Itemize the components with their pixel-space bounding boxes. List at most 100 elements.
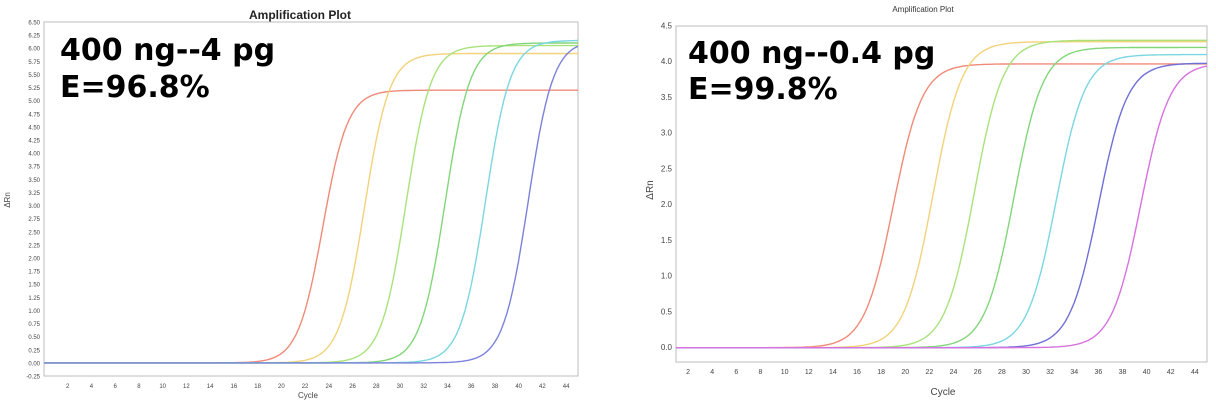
x-tick-label: 24 (325, 384, 332, 390)
y-tick-label: 1.50 (28, 283, 40, 289)
amplification-plot-right: Amplification Plot 2 4 6 8 10 12 14 16 18 20 22 24 2… (625, 0, 1216, 403)
y-tick-label: 4.0 (661, 57, 673, 66)
x-tick-label: 42 (1167, 369, 1175, 376)
x-tick-label: 24 (950, 369, 958, 376)
y-tick-label: 0.0 (661, 343, 673, 352)
x-tick-label: 20 (901, 369, 909, 376)
y-tick-label: 1.00 (28, 309, 40, 315)
y-tick-label: 2.50 (28, 230, 40, 236)
x-tick-label: 34 (1070, 369, 1078, 376)
x-tick-label: 30 (1022, 369, 1030, 376)
x-tick-label: 36 (1094, 369, 1102, 376)
series-line-0.4-pg (676, 65, 1208, 349)
annotation-efficiency: E=96.8% (60, 70, 210, 105)
chart-title: Amplification Plot (892, 5, 954, 14)
x-tick-label: 38 (1119, 369, 1127, 376)
y-tick-label: 3.50 (28, 178, 40, 184)
x-tick-label: 4 (710, 369, 714, 376)
plot-area (675, 25, 1208, 363)
x-tick-label: 14 (829, 369, 837, 376)
series-line-4-pg (44, 45, 579, 364)
x-tick-label: 40 (1143, 369, 1151, 376)
y-tick-label: 0.75 (28, 322, 40, 328)
y-tick-label: 0.00 (28, 361, 40, 367)
y-tick-label: 3.0 (661, 129, 673, 138)
x-tick-label: 22 (926, 369, 934, 376)
annotation-range: 400 ng--0.4 pg (688, 36, 935, 71)
x-tick-label: 42 (539, 384, 546, 390)
y-tick-label: 4.5 (661, 22, 673, 31)
y-tick-label: 5.25 (28, 86, 40, 92)
x-tick-label: 26 (349, 384, 356, 390)
x-tick-label: 40 (515, 384, 522, 390)
x-tick-label: 26 (974, 369, 982, 376)
y-tick-label: 5.50 (28, 73, 40, 79)
y-tick-label: 4.75 (28, 112, 40, 118)
x-tick-label: 44 (563, 384, 570, 390)
x-tick-label: 28 (373, 384, 380, 390)
x-tick-label: 34 (444, 384, 451, 390)
x-tick-label: 30 (397, 384, 404, 390)
y-tick-label: 1.0 (661, 272, 673, 281)
y-tick-label: 1.5 (661, 236, 673, 245)
y-tick-label: 0.50 (28, 335, 40, 341)
y-tick-label: 3.75 (28, 165, 40, 171)
y-tick-label: 2.75 (28, 217, 40, 223)
y-tick-label: 2.25 (28, 243, 40, 249)
y-tick-label: 3.00 (28, 204, 40, 210)
x-tick-label: 6 (114, 384, 118, 390)
chart-right-svg: Amplification Plot 2 4 6 8 10 12 14 16 18 20 22 24 2… (645, 5, 1208, 398)
y-tick-label: 5.00 (28, 99, 40, 105)
x-tick-label: 32 (420, 384, 427, 390)
y-tick-label: 0.25 (28, 348, 40, 354)
y-tick-label: 1.75 (28, 270, 40, 276)
y-tick-label: 6.50 (28, 21, 40, 27)
y-tick-label: 6.00 (28, 47, 40, 53)
y-tick-label: 3.25 (28, 191, 40, 197)
x-tick-label: 4 (90, 384, 94, 390)
x-tick-label: 32 (1046, 369, 1054, 376)
x-tick-label: 8 (137, 384, 141, 390)
y-tick-label: 4.50 (28, 125, 40, 131)
x-tick-label: 6 (734, 369, 738, 376)
y-tick-label: 2.00 (28, 257, 40, 263)
annotation-range: 400 ng--4 pg (60, 33, 275, 68)
x-tick-label: 2 (66, 384, 70, 390)
x-axis-label: Cycle (930, 387, 955, 398)
y-tick-label: 3.5 (661, 93, 673, 102)
x-tick-label: 22 (302, 384, 309, 390)
y-axis-label: ΔRn (645, 180, 656, 199)
plot-area (43, 21, 579, 377)
x-axis-label: Cycle (298, 391, 319, 400)
x-tick-label: 28 (998, 369, 1006, 376)
x-tick-label: 8 (759, 369, 763, 376)
x-tick-label: 16 (853, 369, 861, 376)
y-tick-label: 5.75 (28, 60, 40, 66)
x-tick-label: 2 (686, 369, 690, 376)
x-tick-label: 18 (877, 369, 885, 376)
annotation-efficiency: E=99.8% (688, 72, 838, 107)
x-tick-label: 16 (231, 384, 238, 390)
amplification-plot-left: Amplification Plot 2 4 6 8 10 12 14 16 18 20 22 24 2… (0, 0, 590, 403)
y-tick-label: -0.25 (26, 375, 40, 381)
x-tick-label: 36 (468, 384, 475, 390)
chart-left-svg: Amplification Plot 2 4 6 8 10 12 14 16 18 20 22 24 2… (3, 8, 579, 400)
x-tick-label: 10 (159, 384, 166, 390)
y-tick-label: 2.0 (661, 200, 673, 209)
chart-title: Amplification Plot (249, 8, 351, 22)
x-tick-label: 12 (183, 384, 190, 390)
x-tick-label: 12 (805, 369, 813, 376)
x-tick-label: 20 (278, 384, 285, 390)
y-tick-label: 1.25 (28, 296, 40, 302)
x-tick-label: 44 (1191, 369, 1199, 376)
x-tick-label: 38 (492, 384, 499, 390)
x-tick-label: 14 (207, 384, 214, 390)
x-tick-label: 10 (781, 369, 789, 376)
y-tick-label: 2.5 (661, 164, 673, 173)
x-tick-label: 18 (254, 384, 261, 390)
y-tick-label: 4.00 (28, 152, 40, 158)
y-tick-label: 0.5 (661, 307, 673, 316)
y-tick-label: 6.25 (28, 34, 40, 40)
y-tick-label: 4.25 (28, 139, 40, 145)
y-axis-label: ΔRn (3, 192, 12, 208)
